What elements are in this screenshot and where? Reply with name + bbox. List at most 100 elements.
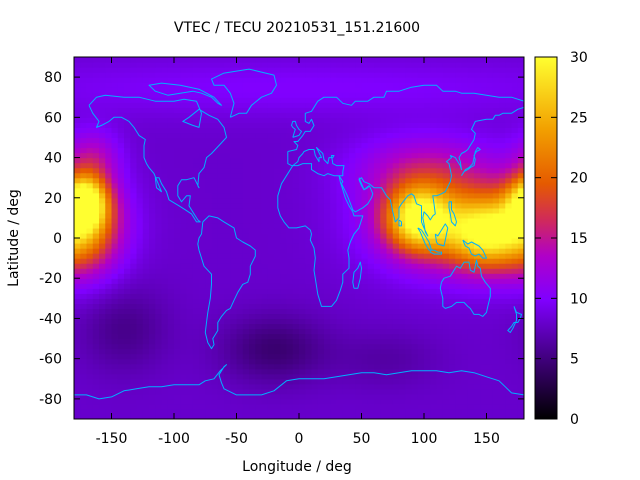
heatmap-cell bbox=[361, 263, 369, 269]
heatmap-cell bbox=[374, 378, 381, 385]
heatmap-cell bbox=[442, 157, 450, 164]
heatmap-cell bbox=[392, 72, 400, 78]
heatmap-cell bbox=[380, 127, 388, 134]
heatmap-cell bbox=[399, 353, 406, 360]
heatmap-cell bbox=[267, 398, 275, 405]
heatmap-cell bbox=[511, 373, 519, 380]
heatmap-cell bbox=[405, 167, 413, 174]
heatmap-cell bbox=[242, 97, 250, 103]
heatmap-cell bbox=[411, 152, 419, 159]
heatmap-cell bbox=[374, 318, 381, 325]
heatmap-cell bbox=[436, 353, 444, 360]
heatmap-cell bbox=[349, 298, 356, 304]
heatmap-cell bbox=[405, 122, 413, 128]
heatmap-cell bbox=[155, 353, 163, 360]
heatmap-cell bbox=[492, 192, 500, 199]
heatmap-cell bbox=[474, 102, 481, 108]
heatmap-cell bbox=[205, 132, 213, 139]
heatmap-cell bbox=[392, 82, 400, 88]
heatmap-cell bbox=[161, 393, 169, 400]
heatmap-cell bbox=[374, 132, 381, 139]
heatmap-cell bbox=[442, 378, 450, 385]
heatmap-cell bbox=[142, 373, 150, 380]
heatmap-cell bbox=[155, 303, 163, 309]
heatmap-cell bbox=[317, 268, 325, 274]
heatmap-cell bbox=[86, 318, 94, 325]
heatmap-cell bbox=[205, 398, 213, 405]
heatmap-cell bbox=[74, 117, 81, 123]
heatmap-cell bbox=[242, 403, 250, 410]
heatmap-cell bbox=[136, 147, 144, 154]
heatmap-cell bbox=[367, 278, 375, 284]
heatmap-cell bbox=[392, 248, 400, 254]
heatmap-cell bbox=[367, 162, 375, 169]
heatmap-cell bbox=[436, 92, 444, 98]
heatmap-cell bbox=[399, 248, 406, 254]
heatmap-cell bbox=[355, 383, 363, 390]
heatmap-cell bbox=[236, 107, 244, 113]
heatmap-cell bbox=[399, 263, 406, 269]
heatmap-cell bbox=[280, 232, 288, 239]
heatmap-cell bbox=[249, 227, 256, 234]
heatmap-cell bbox=[242, 293, 250, 299]
heatmap-cell bbox=[430, 343, 438, 350]
heatmap-cell bbox=[467, 132, 475, 139]
heatmap-cell bbox=[130, 92, 138, 98]
heatmap-cell bbox=[430, 243, 438, 249]
heatmap-cell bbox=[430, 278, 438, 284]
heatmap-cell bbox=[267, 107, 275, 113]
heatmap-cell bbox=[124, 172, 131, 179]
heatmap-cell bbox=[436, 378, 444, 385]
heatmap-cell bbox=[274, 117, 281, 123]
heatmap-cell bbox=[467, 102, 475, 108]
heatmap-cell bbox=[461, 157, 469, 164]
heatmap-cell bbox=[205, 258, 213, 264]
heatmap-cell bbox=[480, 298, 488, 304]
heatmap-cell bbox=[417, 338, 425, 345]
heatmap-cell bbox=[436, 112, 444, 118]
heatmap-cell bbox=[230, 268, 238, 274]
heatmap-cell bbox=[461, 187, 469, 194]
heatmap-cell bbox=[205, 313, 213, 320]
heatmap-cell bbox=[149, 207, 156, 214]
heatmap-cell bbox=[192, 72, 200, 78]
heatmap-cell bbox=[436, 268, 444, 274]
heatmap-cell bbox=[492, 323, 500, 330]
heatmap-cell bbox=[149, 328, 156, 335]
heatmap-cell bbox=[342, 243, 350, 249]
heatmap-cell bbox=[417, 323, 425, 330]
heatmap-cell bbox=[380, 102, 388, 108]
heatmap-cell bbox=[336, 358, 344, 365]
heatmap-cell bbox=[249, 373, 256, 380]
heatmap-cell bbox=[461, 117, 469, 123]
heatmap-cell bbox=[92, 333, 100, 340]
heatmap-cell bbox=[224, 82, 231, 88]
heatmap-cell bbox=[142, 268, 150, 274]
heatmap-cell bbox=[461, 207, 469, 214]
heatmap-cell bbox=[342, 238, 350, 244]
heatmap-cell bbox=[399, 368, 406, 375]
heatmap-cell bbox=[111, 263, 119, 269]
heatmap-cell bbox=[424, 107, 431, 113]
heatmap-cell bbox=[405, 202, 413, 209]
heatmap-cell bbox=[192, 348, 200, 355]
heatmap-cell bbox=[99, 232, 106, 239]
heatmap-cell bbox=[205, 283, 213, 289]
heatmap-cell bbox=[480, 107, 488, 113]
heatmap-cell bbox=[417, 77, 425, 83]
heatmap-cell bbox=[74, 147, 81, 154]
heatmap-cell bbox=[486, 77, 494, 83]
heatmap-cell bbox=[124, 278, 131, 284]
heatmap-cell bbox=[205, 278, 213, 284]
heatmap-cell bbox=[455, 232, 463, 239]
heatmap-cell bbox=[386, 343, 394, 350]
heatmap-cell bbox=[142, 298, 150, 304]
heatmap-cell bbox=[505, 298, 513, 304]
heatmap-cell bbox=[455, 92, 463, 98]
heatmap-cell bbox=[217, 348, 225, 355]
heatmap-cell bbox=[92, 167, 100, 174]
heatmap-cell bbox=[161, 313, 169, 320]
heatmap-cell bbox=[505, 202, 513, 209]
heatmap-cell bbox=[111, 162, 119, 169]
heatmap-cell bbox=[436, 398, 444, 405]
